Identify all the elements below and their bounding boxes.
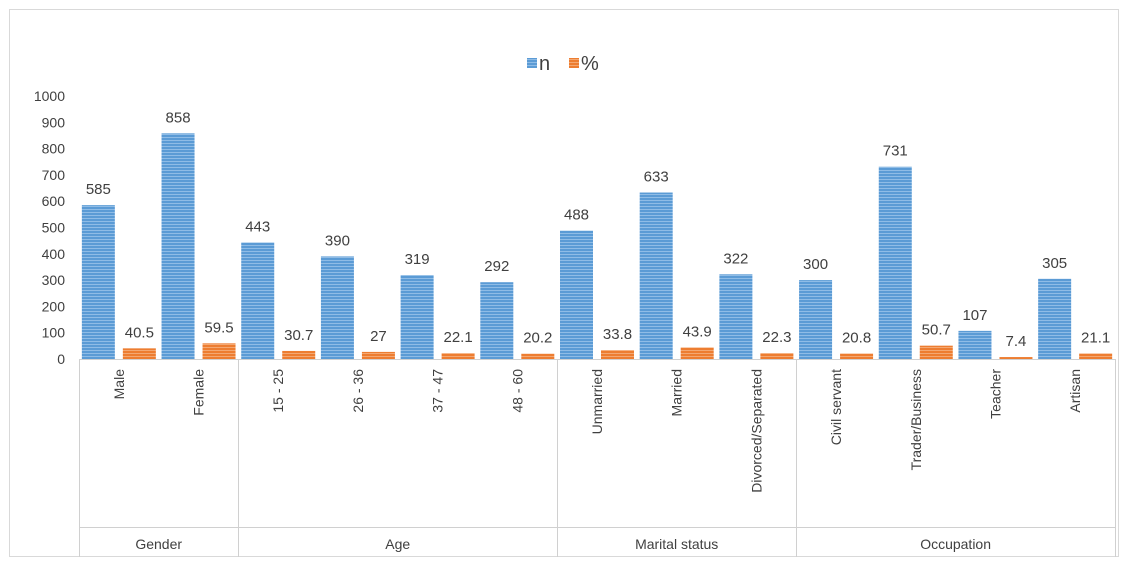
bar-pct-teacher xyxy=(999,357,1033,359)
data-label-pct-teacher: 7.4 xyxy=(1006,333,1027,350)
bar-pct-female xyxy=(202,343,236,359)
data-label-n-civil-servant: 300 xyxy=(803,256,828,273)
data-label-n-female: 858 xyxy=(166,109,191,126)
category-label-married: Married xyxy=(669,369,685,416)
data-label-pct-unmarried: 33.8 xyxy=(603,326,632,343)
data-label-n-unmarried: 488 xyxy=(564,207,589,224)
y-tick-label-100: 100 xyxy=(42,325,66,341)
data-label-pct-civil-servant: 20.8 xyxy=(842,330,871,347)
category-label-15-25: 15 - 25 xyxy=(270,369,286,413)
data-label-n-37-47: 319 xyxy=(405,251,430,268)
bar-pct-15-25 xyxy=(282,350,316,359)
bar-n-trader-business xyxy=(878,166,912,359)
group-label-occupation: Occupation xyxy=(920,536,991,552)
category-label-female: Female xyxy=(191,369,207,416)
data-label-n-15-25: 443 xyxy=(245,218,270,235)
bar-pct-trader-business xyxy=(919,345,953,359)
legend-swatch-n xyxy=(527,58,537,68)
data-label-n-48-60: 292 xyxy=(484,258,509,275)
bar-n-male xyxy=(81,205,115,359)
category-label-37-47: 37 - 47 xyxy=(430,369,446,413)
y-tick-label-500: 500 xyxy=(42,220,66,236)
category-label-civil-servant: Civil servant xyxy=(828,369,844,445)
bar-pct-26-36 xyxy=(361,351,395,359)
bar-pct-married xyxy=(680,347,714,359)
bar-pct-male xyxy=(122,348,156,359)
data-label-pct-26-36: 27 xyxy=(370,328,387,345)
data-label-pct-15-25: 30.7 xyxy=(284,327,313,344)
bar-n-civil-servant xyxy=(799,280,833,359)
y-tick-label-0: 0 xyxy=(57,351,65,367)
bar-n-unmarried xyxy=(560,230,593,359)
data-label-pct-trader-business: 50.7 xyxy=(922,322,951,339)
legend-label-pct: % xyxy=(581,53,599,75)
category-label-26-36: 26 - 36 xyxy=(350,369,366,413)
data-label-n-26-36: 390 xyxy=(325,232,350,249)
bar-n-37-47 xyxy=(400,275,434,359)
data-label-pct-married: 43.9 xyxy=(683,323,712,340)
data-label-n-male: 585 xyxy=(86,181,111,198)
bar-n-26-36 xyxy=(320,256,354,359)
bar-n-divorced-separated xyxy=(719,274,753,359)
data-label-pct-divorced-separated: 22.3 xyxy=(762,329,791,346)
y-tick-label-700: 700 xyxy=(42,167,66,183)
bar-pct-civil-servant xyxy=(840,353,874,359)
y-tick-label-1000: 1000 xyxy=(34,88,65,104)
data-label-n-married: 633 xyxy=(644,169,669,186)
category-label-trader-business: Trader/Business xyxy=(908,369,924,470)
category-label-teacher: Teacher xyxy=(987,369,1003,419)
y-tick-label-800: 800 xyxy=(42,141,66,157)
group-label-gender: Gender xyxy=(135,536,182,552)
bar-n-48-60 xyxy=(480,282,514,359)
data-label-n-artisan: 305 xyxy=(1042,255,1067,272)
y-tick-label-400: 400 xyxy=(42,246,66,262)
legend-label-n: n xyxy=(539,53,550,75)
group-label-marital-status: Marital status xyxy=(635,536,718,552)
bar-n-teacher xyxy=(958,330,992,359)
bar-n-artisan xyxy=(1038,278,1072,359)
bar-n-15-25 xyxy=(241,242,275,359)
category-label-unmarried: Unmarried xyxy=(589,369,605,434)
bar-pct-artisan xyxy=(1079,353,1113,359)
y-tick-label-200: 200 xyxy=(42,298,66,314)
bar-pct-unmarried xyxy=(601,350,634,359)
y-axis: 0 100 200 300 400 500 600 700 800 900 1000 xyxy=(34,88,65,367)
bar-pct-divorced-separated xyxy=(760,353,794,359)
data-label-pct-37-47: 22.1 xyxy=(444,329,473,346)
data-label-pct-48-60: 20.2 xyxy=(523,330,552,347)
data-label-n-trader-business: 731 xyxy=(883,143,908,160)
category-label-divorced-separated: Divorced/Separated xyxy=(748,369,764,493)
legend-swatch-pct xyxy=(569,58,579,68)
data-label-n-teacher: 107 xyxy=(962,307,987,324)
y-tick-label-300: 300 xyxy=(42,272,66,288)
x-axis: Male Female 15 - 25 26 - 36 37 - 47 48 - 60 Un… xyxy=(79,359,1116,557)
bars: 585 40.5 858 59.5 443 30.7 390 27 319 22.1 292 20.2… xyxy=(81,109,1113,359)
bar-n-female xyxy=(161,133,195,359)
category-label-male: Male xyxy=(111,369,127,400)
category-label-48-60: 48 - 60 xyxy=(509,369,525,413)
data-label-pct-female: 59.5 xyxy=(204,319,233,336)
data-label-pct-artisan: 21.1 xyxy=(1081,329,1110,346)
data-label-n-divorced-separated: 322 xyxy=(723,250,748,267)
bar-pct-48-60 xyxy=(521,353,555,359)
data-label-pct-male: 40.5 xyxy=(125,324,154,341)
y-tick-label-600: 600 xyxy=(42,193,66,209)
category-label-artisan: Artisan xyxy=(1067,369,1083,413)
legend: n% xyxy=(527,53,599,75)
group-label-age: Age xyxy=(385,536,410,552)
y-tick-label-900: 900 xyxy=(42,114,66,130)
bar-pct-37-47 xyxy=(441,353,475,359)
bar-n-married xyxy=(639,192,673,359)
